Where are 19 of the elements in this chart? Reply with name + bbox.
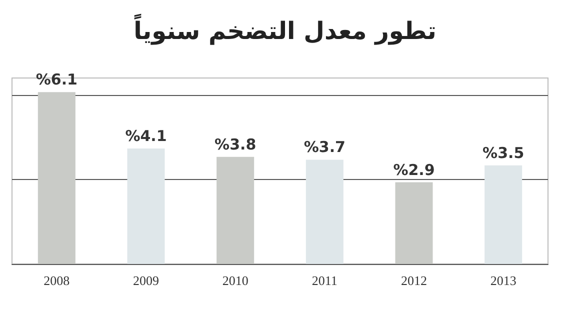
x-tick-label: 2008 bbox=[44, 273, 70, 288]
bar bbox=[306, 160, 344, 264]
data-label: %3.7 bbox=[304, 138, 346, 156]
x-tick-label: 2012 bbox=[401, 273, 427, 288]
data-label: %3.8 bbox=[214, 135, 256, 154]
bar bbox=[484, 165, 522, 264]
bar bbox=[127, 148, 165, 264]
bar bbox=[216, 156, 254, 264]
data-label: %6.1 bbox=[36, 70, 78, 89]
data-label: %2.9 bbox=[393, 160, 435, 179]
data-label: %4.1 bbox=[125, 126, 167, 145]
data-label: %3.5 bbox=[482, 144, 524, 162]
x-tick-label: 2013 bbox=[490, 273, 516, 288]
x-tick-label: 2011 bbox=[312, 273, 338, 288]
bar bbox=[38, 92, 76, 264]
x-tick-label: 2009 bbox=[133, 273, 159, 288]
bar bbox=[395, 182, 433, 264]
chart-title: تطور معدل التضخم سنوياً bbox=[134, 14, 436, 45]
x-tick-label: 2010 bbox=[222, 273, 248, 288]
